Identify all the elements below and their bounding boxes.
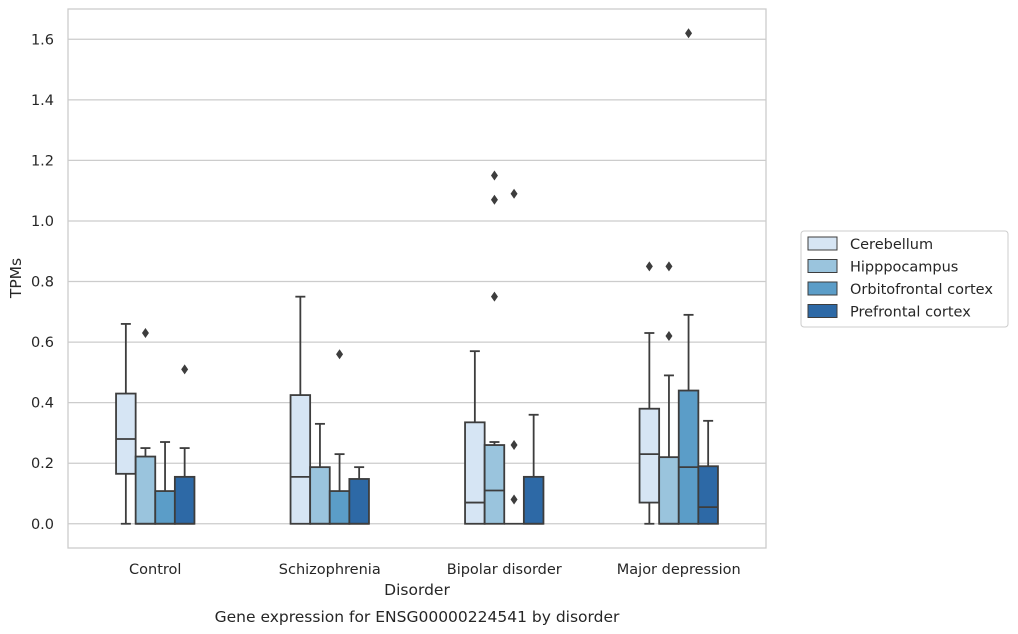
- box-group: [677, 28, 700, 525]
- legend-swatch: [807, 259, 838, 273]
- box-body: [658, 456, 680, 525]
- box-body: [154, 490, 176, 525]
- legend-swatch: [807, 281, 838, 296]
- y-tick-label: 0.2: [31, 456, 54, 472]
- outlier-point: [490, 170, 498, 181]
- y-axis-title: TPMs: [7, 258, 25, 299]
- box-body: [464, 421, 486, 525]
- outlier-point: [141, 328, 149, 339]
- box-group: [697, 419, 719, 525]
- box-body: [134, 455, 157, 525]
- outlier-point: [181, 364, 189, 375]
- outlier-point: [645, 261, 653, 272]
- outlier-point: [490, 194, 498, 205]
- box-body: [173, 475, 196, 525]
- box-group: [289, 295, 312, 525]
- y-tick-label: 0.6: [31, 335, 54, 351]
- x-tick-labels: Control Schizophrenia Bipolar disorder Majo…: [129, 562, 741, 578]
- outlier-point: [490, 291, 498, 302]
- boxes: [115, 28, 719, 525]
- box-group: [328, 349, 351, 525]
- y-tick-label: 0.0: [31, 517, 54, 533]
- legend: Cerebellum Hipppocampus Orbitofrontal cort…: [800, 230, 1009, 328]
- box-body: [522, 475, 545, 525]
- outlier-point: [665, 261, 673, 272]
- outlier-point: [510, 440, 518, 451]
- legend-label: Hipppocampus: [850, 260, 958, 276]
- gridlines: [68, 38, 766, 525]
- box-group: [522, 413, 545, 525]
- box-group: [134, 328, 157, 525]
- outlier-point: [510, 494, 518, 505]
- box-group: [173, 364, 196, 525]
- box-body: [677, 389, 700, 525]
- box-group: [464, 350, 486, 525]
- box-body: [309, 466, 331, 525]
- y-tick-labels: 0.0 0.2 0.4 0.6 0.8 1.0 1.2 1.4 1.6: [31, 32, 54, 532]
- outlier-point: [510, 188, 518, 199]
- x-tick-label: Bipolar disorder: [447, 562, 562, 578]
- legend-label: Cerebellum: [850, 237, 933, 253]
- box-body: [115, 392, 137, 475]
- legend-swatch: [807, 304, 838, 318]
- outlier-point: [336, 349, 344, 360]
- box-body: [638, 407, 661, 504]
- box-group: [154, 441, 176, 525]
- box-body: [289, 394, 312, 525]
- chart-caption: Gene expression for ENSG00000224541 by d…: [215, 608, 620, 626]
- legend-frame: [800, 230, 1009, 328]
- x-axis-title: Disorder: [384, 581, 450, 599]
- legend-label: Prefrontal cortex: [850, 305, 971, 321]
- box-group: [638, 261, 661, 525]
- box-body: [697, 465, 719, 525]
- outlier-point: [685, 28, 693, 39]
- box-group: [115, 323, 137, 525]
- y-tick-label: 1.2: [31, 153, 54, 169]
- y-tick-label: 0.8: [31, 275, 54, 291]
- x-tick-label: Major depression: [617, 562, 741, 578]
- legend-swatch: [807, 236, 838, 251]
- y-tick-label: 1.0: [31, 214, 54, 230]
- x-tick-label: Control: [129, 562, 181, 578]
- box-group: [348, 466, 370, 525]
- box-body: [483, 444, 506, 525]
- y-tick-label: 1.6: [31, 32, 54, 48]
- box-group: [483, 170, 506, 525]
- x-tick-label: Schizophrenia: [279, 562, 381, 578]
- legend-label: Orbitofrontal cortex: [850, 282, 993, 298]
- plot-frame: [67, 8, 767, 549]
- box-body: [328, 490, 351, 525]
- outlier-point: [665, 331, 673, 342]
- box-body: [348, 478, 370, 525]
- y-tick-label: 0.4: [31, 396, 54, 412]
- y-tick-label: 1.4: [31, 93, 54, 109]
- box-group: [309, 422, 331, 525]
- box-group: [658, 261, 680, 525]
- box-group: [504, 188, 524, 525]
